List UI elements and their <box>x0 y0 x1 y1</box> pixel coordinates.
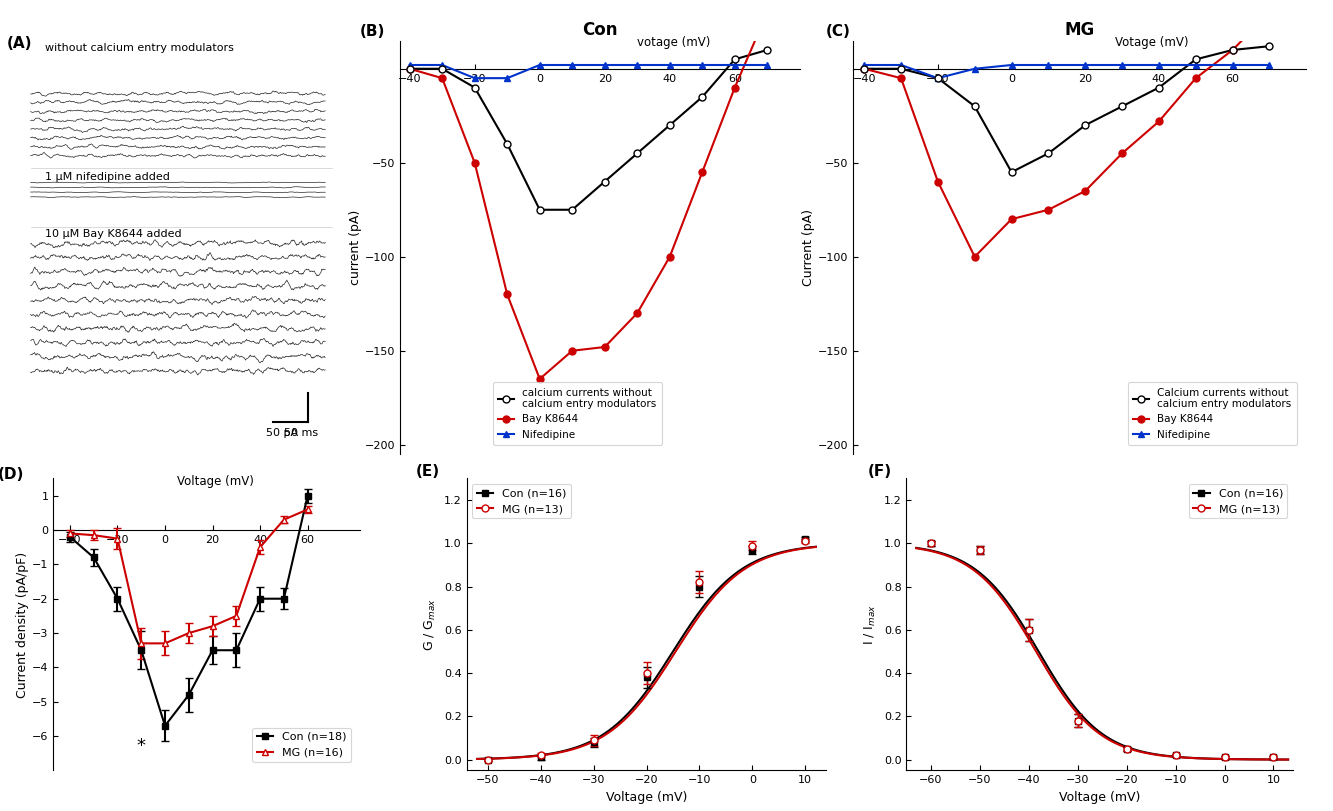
Text: *: * <box>137 737 145 755</box>
Text: (F): (F) <box>868 464 892 478</box>
Text: votage (mV): votage (mV) <box>637 36 710 49</box>
Legend: Con (n=16), MG (n=13): Con (n=16), MG (n=13) <box>1189 484 1288 518</box>
Title: Con: Con <box>583 21 617 39</box>
Text: 50 pA: 50 pA <box>267 428 299 438</box>
Y-axis label: Current density (pA/pF): Current density (pA/pF) <box>16 551 29 697</box>
Title: MG: MG <box>1065 21 1094 39</box>
X-axis label: Voltage (mV): Voltage (mV) <box>1058 791 1141 804</box>
Text: 1 μM nifedipine added: 1 μM nifedipine added <box>44 173 169 182</box>
Text: 50 ms: 50 ms <box>284 428 317 438</box>
X-axis label: Voltage (mV): Voltage (mV) <box>605 791 688 804</box>
Legend: Calcium currents without
calcium entry modulators, Bay K8644, Nifedipine: Calcium currents without calcium entry m… <box>1128 382 1297 444</box>
Legend: Con (n=18), MG (n=16): Con (n=18), MG (n=16) <box>252 727 352 762</box>
Text: (A): (A) <box>7 36 32 51</box>
Text: (B): (B) <box>360 24 385 39</box>
Text: without calcium entry modulators: without calcium entry modulators <box>44 43 233 53</box>
Text: (E): (E) <box>416 464 440 478</box>
Text: (C): (C) <box>826 24 850 39</box>
Y-axis label: Current (pA): Current (pA) <box>802 209 814 285</box>
Legend: Con (n=16), MG (n=13): Con (n=16), MG (n=13) <box>472 484 571 518</box>
Y-axis label: current (pA): current (pA) <box>349 210 361 285</box>
Legend: calcium currents without
calcium entry modulators, Bay K8644, Nifedipine: calcium currents without calcium entry m… <box>493 382 661 444</box>
Y-axis label: I / I$_{max}$: I / I$_{max}$ <box>864 604 878 645</box>
Text: Votage (mV): Votage (mV) <box>1114 36 1188 49</box>
Text: (D): (D) <box>0 467 24 482</box>
Y-axis label: G / G$_{max}$: G / G$_{max}$ <box>424 598 439 651</box>
Text: Voltage (mV): Voltage (mV) <box>177 475 253 488</box>
Text: 10 μM Bay K8644 added: 10 μM Bay K8644 added <box>44 230 181 239</box>
